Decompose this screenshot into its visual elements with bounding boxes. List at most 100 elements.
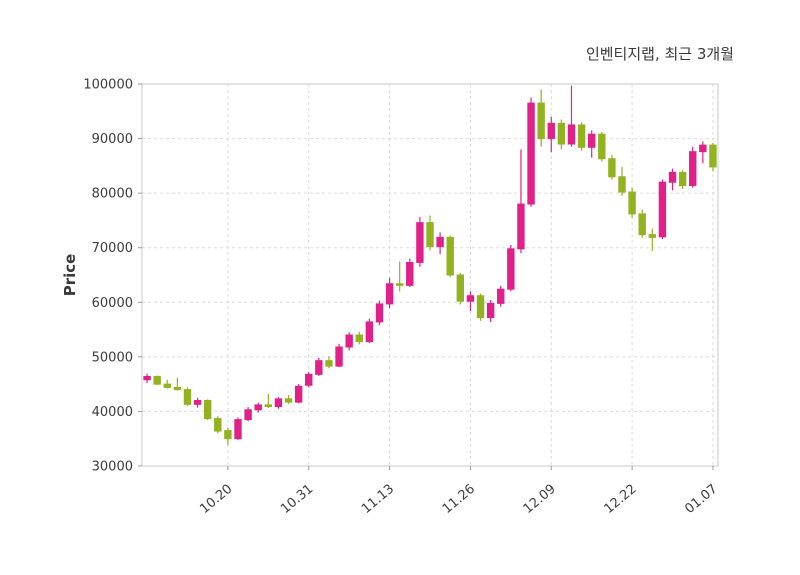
- candle-up: [507, 244, 515, 292]
- candle-down: [284, 395, 293, 404]
- x-tick-label: 11.13: [359, 482, 397, 517]
- candle-body: [305, 373, 313, 386]
- candle-body: [395, 283, 404, 286]
- candle-up: [486, 300, 495, 322]
- candle-body: [709, 144, 717, 168]
- candle-up: [143, 373, 151, 384]
- x-tick-label: 10.20: [197, 482, 235, 517]
- candle-body: [638, 213, 646, 236]
- x-tick-label: 01.07: [682, 482, 720, 517]
- candles: [143, 85, 717, 446]
- candle-body: [264, 404, 273, 408]
- candle-up: [466, 291, 475, 312]
- candle-body: [254, 404, 262, 411]
- candle-down: [577, 122, 586, 151]
- y-tick-label: 40000: [92, 405, 133, 420]
- candle-up: [416, 217, 424, 267]
- candle-body: [385, 283, 394, 305]
- candle-down: [598, 132, 606, 162]
- candle-body: [436, 236, 444, 248]
- x-tick-label: 12.22: [602, 482, 640, 517]
- candle-up: [375, 300, 384, 326]
- candle-body: [274, 398, 283, 408]
- candle-body: [365, 321, 374, 343]
- candle-body: [234, 419, 242, 440]
- candle-down: [203, 399, 212, 421]
- candle-down: [153, 375, 161, 386]
- candle-down: [173, 377, 182, 391]
- candle-down: [557, 119, 566, 150]
- candle-body: [183, 389, 192, 405]
- candle-body: [153, 376, 161, 385]
- candle-body: [648, 234, 657, 238]
- candle-body: [143, 376, 151, 381]
- candle-body: [203, 400, 212, 420]
- candle-body: [486, 302, 495, 319]
- candle-body: [567, 124, 576, 145]
- candle-body: [577, 124, 586, 148]
- candle-up: [547, 116, 555, 153]
- candle-body: [658, 181, 667, 238]
- candle-up: [699, 141, 707, 164]
- candle-body: [598, 133, 606, 160]
- candle-down: [355, 331, 363, 345]
- chart-title: 인벤티지랩, 최근 3개월: [585, 45, 734, 63]
- candle-body: [547, 122, 555, 140]
- candle-down: [214, 416, 222, 434]
- x-tick-label: 11.26: [440, 482, 478, 517]
- candle-up: [244, 407, 252, 422]
- candle-body: [345, 334, 353, 348]
- candle-down: [678, 170, 687, 189]
- candle-up: [406, 258, 414, 288]
- candle-down: [163, 379, 171, 389]
- candle-down: [618, 166, 626, 196]
- candle-down: [537, 89, 545, 147]
- candle-up: [274, 397, 283, 409]
- candle-body: [456, 274, 465, 302]
- candle-up: [385, 277, 394, 309]
- candle-body: [335, 346, 343, 367]
- candle-down: [638, 209, 646, 238]
- x-tick-label: 10.31: [278, 482, 316, 517]
- candle-up: [689, 146, 697, 188]
- candle-body: [214, 418, 222, 432]
- candle-up: [315, 357, 323, 376]
- candle-down: [325, 356, 333, 369]
- candle-up: [193, 397, 202, 408]
- candle-up: [497, 285, 505, 307]
- candle-down: [264, 393, 273, 409]
- candle-up: [305, 372, 313, 388]
- candle-body: [294, 385, 303, 403]
- candle-down: [648, 228, 657, 251]
- y-tick-label: 100000: [83, 78, 133, 93]
- candle-body: [416, 222, 424, 263]
- candle-body: [507, 248, 515, 290]
- candle-body: [173, 386, 182, 391]
- candle-up: [587, 130, 596, 158]
- candle-up: [335, 343, 343, 368]
- candle-body: [466, 295, 475, 302]
- y-tick-label: 30000: [92, 460, 133, 475]
- candle-up: [345, 332, 353, 351]
- candle-down: [628, 187, 636, 218]
- candle-body: [476, 295, 485, 319]
- candle-body: [355, 334, 363, 343]
- candle-body: [527, 102, 535, 205]
- candle-body: [193, 400, 202, 405]
- candle-up: [436, 232, 444, 255]
- candle-body: [446, 236, 454, 276]
- candle-down: [709, 142, 717, 172]
- candle-body: [497, 288, 505, 304]
- axis-ticks: [138, 83, 714, 470]
- candle-down: [608, 154, 616, 180]
- plot-border: [141, 83, 719, 467]
- candle-down: [395, 261, 404, 292]
- y-axis-label: Price: [61, 253, 79, 297]
- candle-down: [446, 235, 454, 278]
- candle-up: [527, 97, 535, 207]
- y-tick-label: 50000: [92, 350, 133, 365]
- candle-body: [406, 261, 414, 286]
- candle-body: [557, 122, 566, 145]
- candle-body: [678, 171, 687, 187]
